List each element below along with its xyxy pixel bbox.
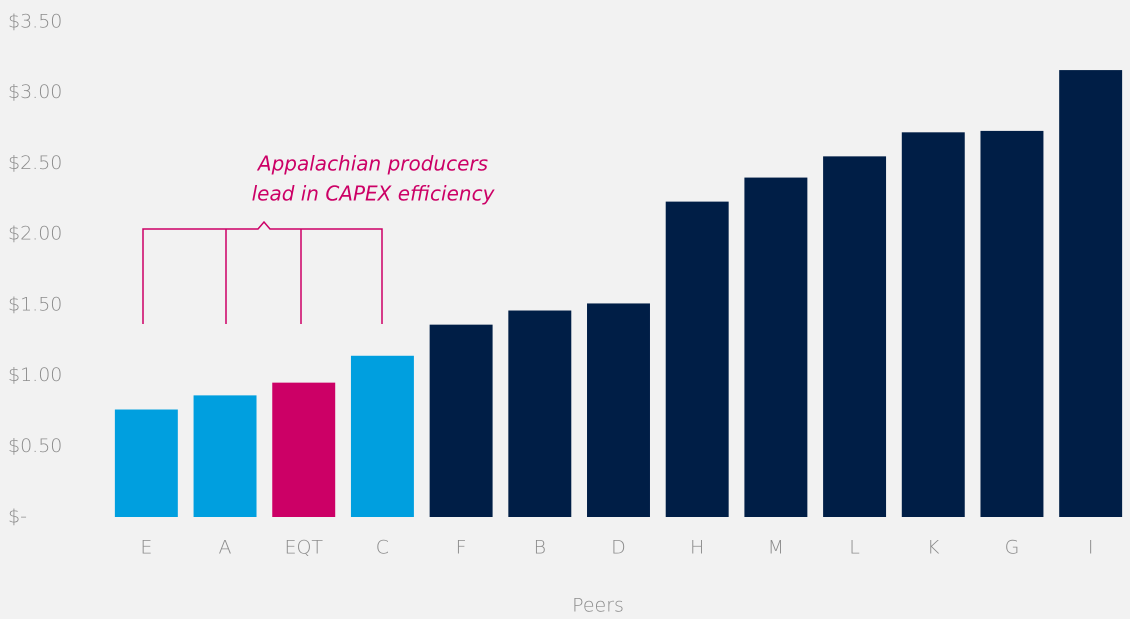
y-tick-label: $-: [8, 506, 27, 528]
x-tick-label: E: [140, 537, 152, 559]
bar: [823, 156, 887, 517]
bar: [114, 409, 178, 517]
x-tick-label: K: [927, 537, 940, 559]
bar: [587, 303, 650, 517]
y-tick-label: $3.00: [8, 81, 62, 103]
bar: [350, 355, 414, 517]
y-tick-label: $2.00: [8, 223, 62, 245]
bracket: [142, 220, 383, 324]
bar: [429, 324, 493, 517]
bar: [193, 395, 257, 517]
y-tick-label: $1.00: [8, 364, 62, 386]
x-axis-label: Peers: [572, 595, 624, 617]
annotation: lead in CAPEX efficiency: [252, 182, 496, 206]
bar: [901, 132, 965, 518]
y-tick-label: $1.50: [8, 293, 62, 315]
x-tick-label: C: [376, 537, 389, 559]
x-tick-label: I: [1088, 537, 1094, 559]
annotation: Appalachian producers: [256, 152, 488, 176]
x-tick-label: G: [1005, 537, 1020, 559]
x-tick-label: B: [534, 537, 546, 559]
y-tick-label: $0.50: [8, 435, 62, 457]
bar: [272, 382, 336, 517]
x-tick-label: H: [690, 537, 704, 559]
x-tick-label: M: [768, 537, 784, 559]
bar: [744, 177, 808, 518]
bar: [980, 130, 1044, 517]
x-tick-label: L: [849, 537, 860, 559]
x-tick-label: A: [219, 537, 232, 559]
y-tick-label: $3.50: [8, 11, 62, 33]
y-tick-label: $2.50: [8, 152, 62, 174]
x-tick-label: F: [456, 537, 467, 559]
bar: [665, 201, 729, 517]
bar: [1059, 70, 1123, 517]
x-tick-label: EQT: [284, 537, 323, 559]
x-tick-label: D: [611, 537, 626, 559]
bar: [508, 310, 572, 517]
